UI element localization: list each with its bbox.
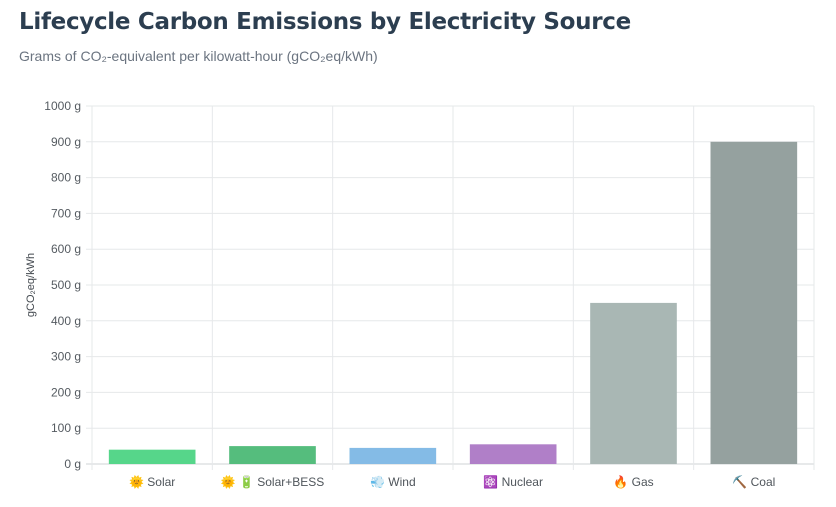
grid-lines xyxy=(86,105,815,470)
y-tick-label: 200 g xyxy=(51,385,81,399)
y-tick-label: 400 g xyxy=(51,314,81,328)
x-tick-label: 🌞 🔋 Solar+BESS xyxy=(221,474,325,489)
y-axis-ticks: 0 g 100 g 200 g 300 g 400 g 500 g 600 g 700 g 80… xyxy=(44,99,81,471)
bars xyxy=(108,141,798,465)
y-tick-label: 500 g xyxy=(51,278,81,292)
x-tick-label: ⚛️ Nuclear xyxy=(483,475,543,489)
y-tick-label: 1000 g xyxy=(44,99,81,113)
y-tick-label: 300 g xyxy=(51,350,81,364)
x-tick-label: 🔥 Gas xyxy=(613,475,653,489)
y-tick-label: 900 g xyxy=(51,135,81,149)
x-tick-label: 💨 Wind xyxy=(370,475,416,489)
chart-title: Lifecycle Carbon Emissions by Electricit… xyxy=(19,9,631,35)
bar[interactable] xyxy=(108,449,196,464)
x-tick-label: 🌞 Solar xyxy=(129,474,175,489)
y-tick-label: 0 g xyxy=(64,457,81,471)
y-axis-title: gCO₂eq/kWh xyxy=(25,253,37,317)
bar[interactable] xyxy=(349,447,437,464)
y-tick-label: 100 g xyxy=(51,421,81,435)
y-tick-label: 600 g xyxy=(51,242,81,256)
y-tick-label: 800 g xyxy=(51,171,81,185)
y-tick-label: 700 g xyxy=(51,206,81,220)
bar[interactable] xyxy=(710,141,798,465)
x-tick-label: ⛏️ Coal xyxy=(732,475,775,489)
bar[interactable] xyxy=(469,444,557,464)
chart-subtitle: Grams of CO₂-equivalent per kilowatt-hou… xyxy=(19,48,378,64)
bar[interactable] xyxy=(590,302,677,464)
bar[interactable] xyxy=(229,446,316,464)
x-axis-ticks: 🌞 Solar 🌞 🔋 Solar+BESS 💨 Wind ⚛️ Nuclear 🔥 G… xyxy=(129,474,775,489)
